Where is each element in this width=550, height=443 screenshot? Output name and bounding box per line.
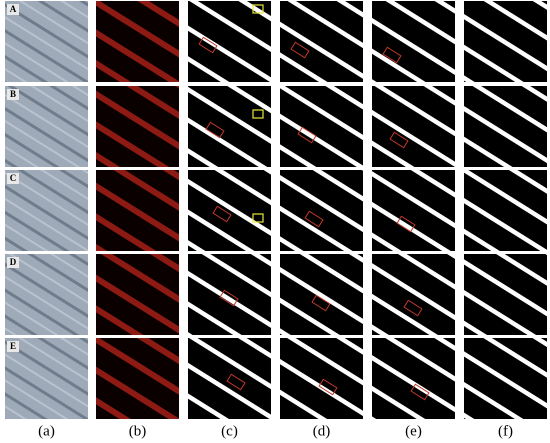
error-box	[318, 378, 338, 396]
image-tile	[96, 170, 179, 251]
error-box	[212, 205, 232, 223]
error-box	[297, 126, 317, 144]
error-box	[410, 383, 430, 401]
image-tile	[372, 86, 455, 167]
error-box	[311, 294, 331, 312]
error-box	[252, 4, 264, 14]
error-box	[252, 213, 264, 223]
error-box	[219, 289, 239, 307]
error-box	[396, 215, 416, 233]
image-tile	[96, 338, 179, 419]
image-tile	[188, 338, 271, 419]
row-label: A	[10, 4, 17, 14]
row-label: B	[10, 89, 16, 99]
image-tile	[96, 86, 179, 167]
image-tile	[372, 1, 455, 82]
column-label: (b)	[129, 423, 147, 439]
image-tile	[372, 254, 455, 335]
image-tile	[280, 86, 363, 167]
row-label: D	[10, 257, 17, 267]
error-box	[382, 46, 402, 64]
image-tile	[96, 1, 179, 82]
column-label: (e)	[405, 423, 422, 439]
image-tile	[372, 170, 455, 251]
column-label: (f)	[498, 423, 513, 439]
row-label-box	[7, 89, 19, 100]
error-box	[403, 299, 423, 317]
image-tile	[372, 338, 455, 419]
image-tile	[280, 254, 363, 335]
column-label: (a)	[38, 423, 55, 439]
error-box	[304, 210, 324, 228]
image-tile	[464, 254, 547, 335]
row-label: E	[10, 341, 16, 351]
image-tile	[280, 1, 363, 82]
error-box	[198, 36, 218, 54]
row-label-box	[7, 257, 19, 268]
image-tile	[464, 338, 547, 419]
row-label-box	[7, 173, 19, 184]
image-tile	[96, 254, 179, 335]
column-label: (c)	[221, 423, 238, 439]
error-box	[226, 373, 246, 391]
error-box	[205, 121, 225, 139]
error-box	[290, 41, 310, 59]
row-label: C	[10, 173, 17, 183]
image-tile	[188, 170, 271, 251]
image-tile	[280, 170, 363, 251]
image-tile	[188, 254, 271, 335]
image-tile	[280, 338, 363, 419]
column-label: (d)	[313, 423, 331, 439]
error-box	[252, 109, 264, 119]
image-tile	[464, 86, 547, 167]
row-label-box	[7, 4, 19, 15]
row-label-box	[7, 341, 19, 352]
image-tile	[464, 1, 547, 82]
image-tile	[188, 86, 271, 167]
error-box	[389, 131, 409, 149]
image-tile	[464, 170, 547, 251]
image-tile	[188, 1, 271, 82]
